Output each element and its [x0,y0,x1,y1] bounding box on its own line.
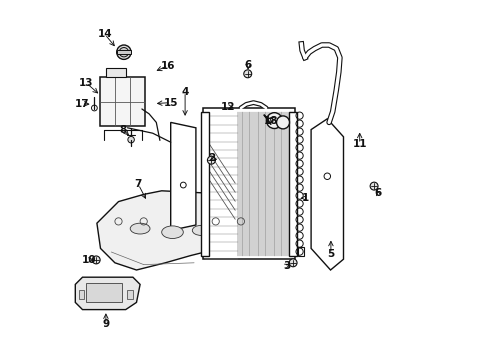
Text: 17: 17 [74,99,89,109]
Text: 10: 10 [81,255,96,265]
Bar [297,247,304,256]
Circle shape [119,48,128,57]
Circle shape [92,256,100,264]
Text: 3: 3 [283,261,290,271]
Polygon shape [97,191,262,270]
Circle shape [369,182,377,190]
Bar [79,290,84,299]
Bar [127,290,133,299]
Text: 12: 12 [221,102,235,112]
Text: 4: 4 [181,87,188,97]
Bar [288,112,296,256]
Bar [101,77,145,126]
Text: 13: 13 [79,78,93,88]
Circle shape [127,136,134,143]
Text: 18: 18 [264,116,278,126]
Polygon shape [75,277,140,310]
Ellipse shape [162,226,183,238]
Text: 15: 15 [163,98,178,108]
Ellipse shape [192,225,210,235]
Circle shape [117,45,131,59]
Text: 5: 5 [326,249,334,259]
Circle shape [276,116,289,129]
Text: 6: 6 [244,60,251,70]
Bar [86,283,122,302]
Circle shape [207,156,215,164]
Circle shape [288,259,296,267]
Text: 11: 11 [352,139,366,149]
Bar [117,50,131,54]
Bar [201,112,209,256]
Circle shape [266,113,282,129]
Text: 2: 2 [208,153,215,163]
Bar [106,68,126,77]
Text: 7: 7 [134,179,142,189]
Ellipse shape [130,223,150,234]
Polygon shape [170,122,196,230]
Bar [203,108,294,259]
Polygon shape [310,119,343,270]
Circle shape [244,70,251,78]
Text: 14: 14 [97,29,112,39]
Text: 6: 6 [373,188,381,198]
Text: 8: 8 [119,125,126,135]
Text: 9: 9 [102,319,109,329]
Text: 16: 16 [161,60,175,71]
Text: 1: 1 [302,193,309,203]
